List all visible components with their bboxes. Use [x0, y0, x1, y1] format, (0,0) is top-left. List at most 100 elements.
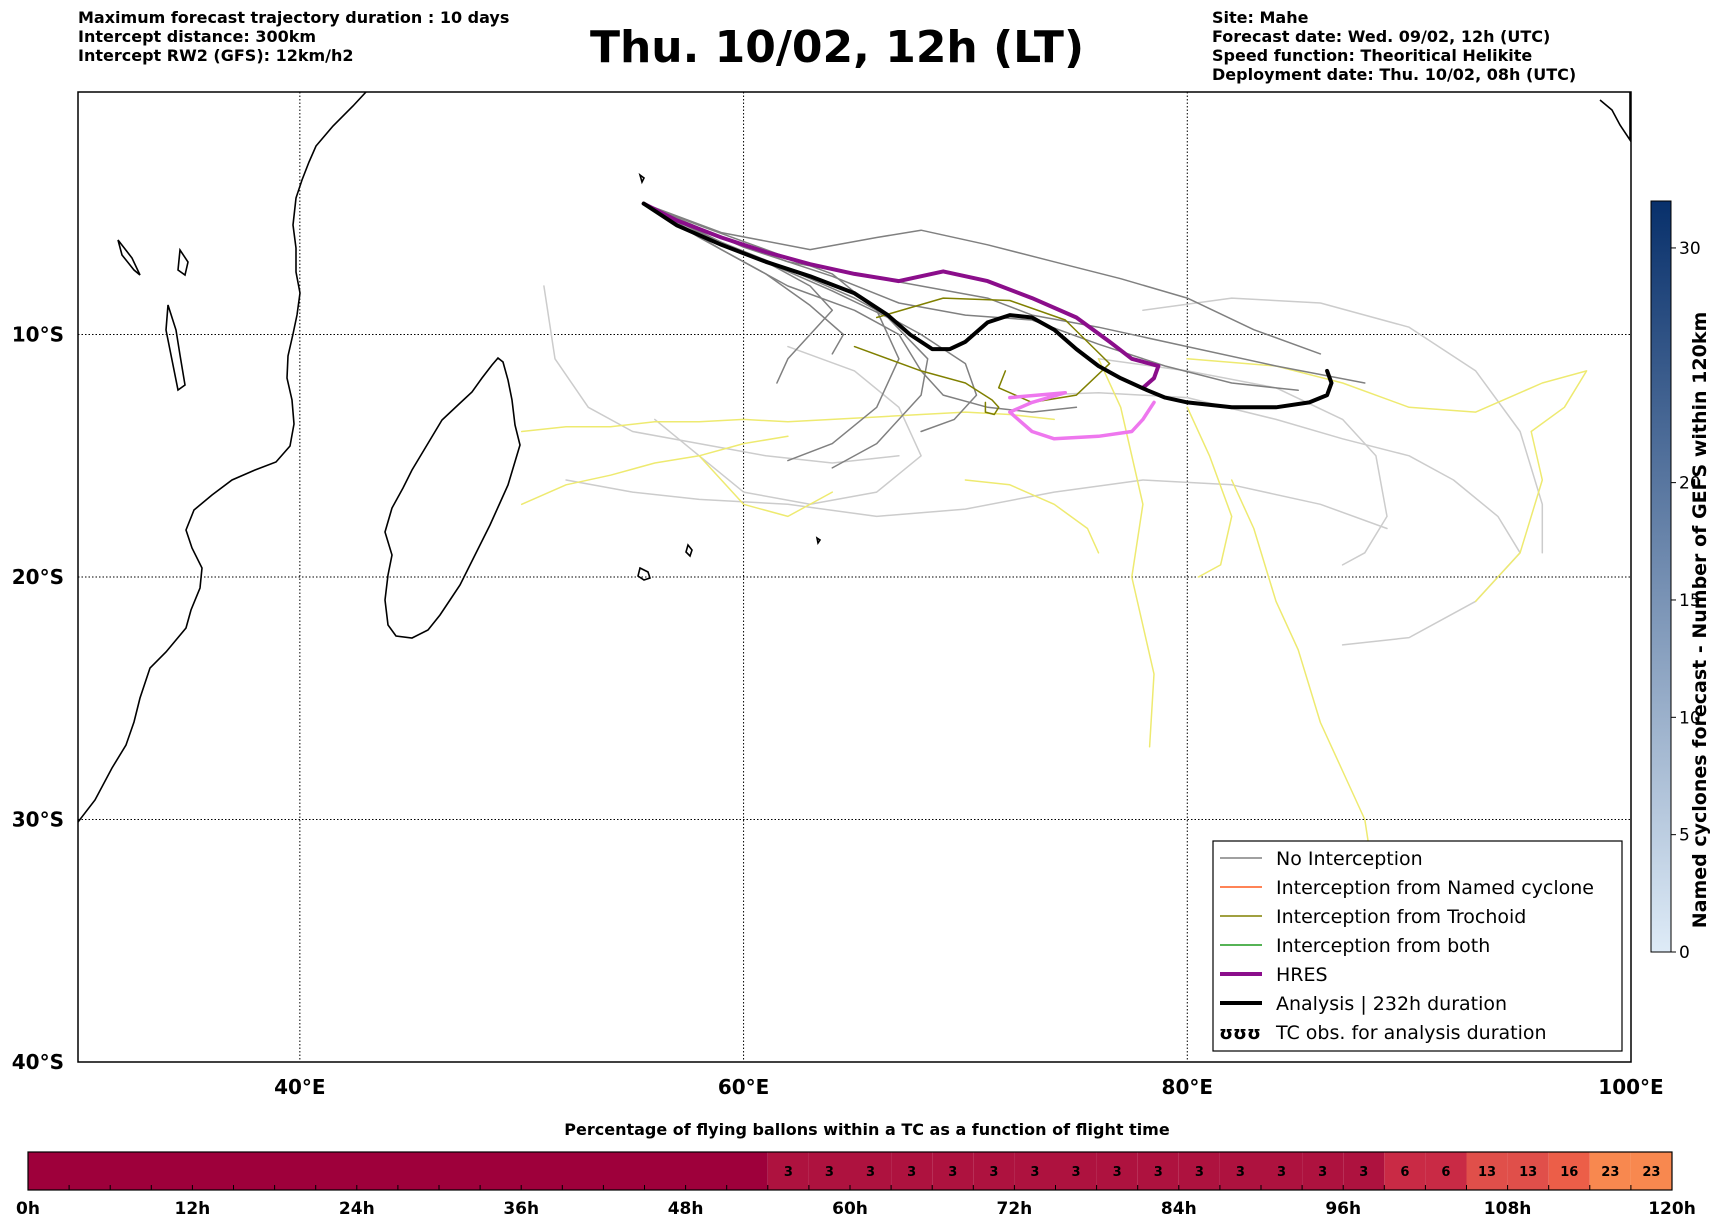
flight-bar-segment [1589, 1152, 1631, 1190]
flight-bar-value: 6 [1400, 1165, 1409, 1180]
flight-bar-segment [1096, 1152, 1138, 1190]
flight-bar-value: 3 [1113, 1165, 1122, 1180]
flight-bar-segment [1425, 1152, 1467, 1190]
flight-bar-segment [891, 1152, 933, 1190]
trajectory-line [642, 202, 1322, 355]
trajectory-line [1031, 391, 1521, 646]
header-left: Maximum forecast trajectory duration : 1… [78, 8, 509, 65]
legend-item: No Interception [1220, 848, 1423, 870]
flight-bar-segment [1261, 1152, 1303, 1190]
chart-title: Thu. 10/02, 12h (LT) [589, 22, 1085, 73]
legend-symbol: ʊʊʊ [1219, 1023, 1261, 1044]
trajectory-line [654, 345, 922, 506]
reunion-coastline [685, 543, 693, 558]
flight-bar-segment [1507, 1152, 1549, 1190]
colorbar-tick-label: 15 [1679, 591, 1701, 611]
flight-bar-value: 3 [1318, 1165, 1327, 1180]
legend-label: Interception from Trochoid [1276, 906, 1526, 928]
legend: No Interception Interception from Named c… [1212, 840, 1623, 1052]
flight-bar-tick-label: 0h [16, 1199, 40, 1219]
colorbar: 0 5 10 15 20 30 [1650, 200, 1701, 963]
flight-bar-segment [1630, 1152, 1672, 1190]
colorbar-body [1650, 200, 1672, 953]
legend-label: Analysis | 232h duration [1276, 993, 1507, 1015]
zanzibar-coastline [117, 239, 141, 276]
flight-bar-value: 3 [825, 1165, 834, 1180]
flight-bar-value: 23 [1601, 1165, 1619, 1180]
flight-bar-tick-label: 96h [1325, 1199, 1361, 1219]
flight-bar-value: 23 [1642, 1165, 1660, 1180]
legend-item: Interception from Named cyclone [1220, 877, 1594, 899]
seychelles-coastline [638, 172, 646, 185]
flight-bar-value: 3 [1195, 1165, 1204, 1180]
coastlines [78, 92, 1631, 823]
lon-tick-label: 80°E [1162, 1075, 1214, 1099]
flight-bar-segment [973, 1152, 1015, 1190]
flight-bar-value: 3 [1359, 1165, 1368, 1180]
legend-label: TC obs. for analysis duration [1275, 1022, 1547, 1044]
rodrigues-coastline [815, 536, 822, 546]
trajectory-line [642, 202, 1299, 392]
flight-bar-tick-label: 60h [832, 1199, 868, 1219]
trajectory-line [1008, 390, 1156, 441]
legend-item: Interception from both [1220, 935, 1490, 957]
flight-bar-tick-label: 108h [1484, 1199, 1532, 1219]
trajectory-line [1230, 479, 1377, 894]
header-intercept-distance: Intercept distance: 300km [78, 27, 317, 46]
legend-label: Interception from Named cyclone [1276, 877, 1594, 899]
trajectory-line [642, 202, 1078, 413]
flight-bar-title: Percentage of flying ballons within a TC… [564, 1120, 1170, 1139]
legend-item: ʊʊʊ TC obs. for analysis duration [1219, 1022, 1546, 1044]
lon-tick-label: 60°E [718, 1075, 770, 1099]
flight-bar-value: 3 [907, 1165, 916, 1180]
flight-bar-segment [1548, 1152, 1590, 1190]
africa-coastline [78, 92, 367, 823]
trajectory-line [543, 285, 900, 464]
flight-bar-value: 3 [989, 1165, 998, 1180]
flight-bar-tick-label: 72h [997, 1199, 1033, 1219]
flight-bar-tick-label: 48h [668, 1199, 704, 1219]
flight-bar-value: 6 [1441, 1165, 1450, 1180]
comoros-coastline [177, 247, 189, 277]
lat-tick-label: 40°S [12, 1050, 64, 1074]
lake-coastline [165, 304, 186, 392]
legend-item: Interception from Trochoid [1220, 906, 1526, 928]
flight-time-bar: 3 3 3 3 3 3 3 3 3 3 3 3 3 3 3 6 6 13 13 16 23 23 0h 12h 24h 36h 48… [16, 1151, 1696, 1219]
lon-tick-label: 40°E [274, 1075, 326, 1099]
trajectory-line [565, 479, 1388, 530]
flight-bar-tick-label: 12h [175, 1199, 211, 1219]
madagascar-coastline [384, 356, 521, 639]
indonesia-coastline [1599, 92, 1631, 143]
colorbar-tick-label: 0 [1679, 943, 1690, 963]
header-forecast-date: Forecast date: Wed. 09/02, 12h (UTC) [1212, 27, 1551, 46]
colorbar-tick-label: 5 [1679, 826, 1690, 846]
legend-label: Interception from both [1276, 935, 1490, 957]
colorbar-label: Named cyclones forecast - Number of GEFS… [1689, 311, 1711, 929]
flight-bar-segment [1219, 1152, 1261, 1190]
flight-bar-segment [1014, 1152, 1056, 1190]
flight-bar-tick-label: 24h [339, 1199, 375, 1219]
trajectory-line [875, 297, 1111, 404]
trajectory-line [853, 345, 1000, 416]
flight-bar-tick-label: 84h [1161, 1199, 1197, 1219]
trajectory-line [642, 202, 929, 469]
lat-tick-label: 10°S [12, 323, 64, 347]
trajectory-line [641, 201, 1334, 410]
lon-tick-label: 100°E [1598, 1075, 1663, 1099]
flight-bar-segment [850, 1152, 892, 1190]
flight-bar-segment [1466, 1152, 1508, 1190]
trajectory-line [641, 201, 1161, 390]
flight-bar-value: 13 [1519, 1165, 1537, 1180]
flight-bar-segment [1055, 1152, 1097, 1190]
flight-bar-value: 3 [1030, 1165, 1039, 1180]
header-right: Site: Mahe Forecast date: Wed. 09/02, 12… [1212, 8, 1576, 84]
colorbar-tick-label: 20 [1679, 474, 1701, 494]
flight-bar-value: 16 [1560, 1165, 1578, 1180]
trajectory-line [1097, 358, 1155, 748]
trajectory-line [1142, 297, 1544, 554]
legend-label: No Interception [1276, 848, 1423, 870]
flight-bar-value: 3 [866, 1165, 875, 1180]
flight-bar-segment [1178, 1152, 1220, 1190]
flight-bar-tick-label: 36h [503, 1199, 539, 1219]
trajectory-line [642, 202, 834, 384]
